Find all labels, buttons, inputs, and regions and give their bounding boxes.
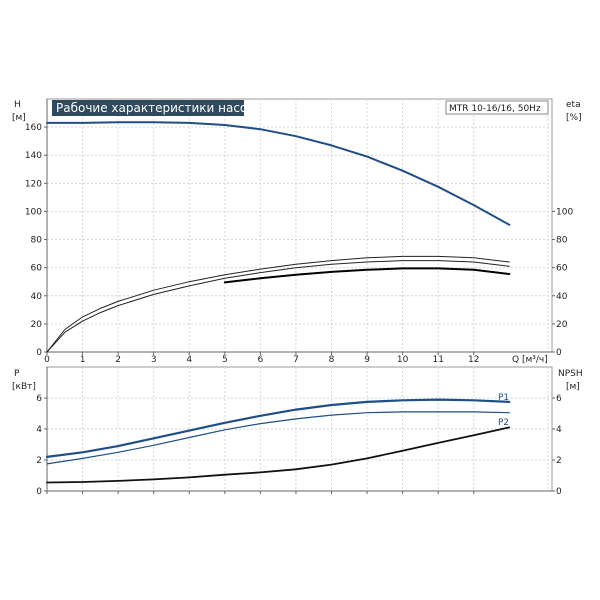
series-label-p2: P2 xyxy=(498,418,509,428)
bottom-series-lines xyxy=(45,398,511,484)
top-y-tick-label: 80 xyxy=(31,236,43,246)
top-grid xyxy=(47,99,552,352)
top-x-tick-label: 9 xyxy=(364,355,370,365)
top-x-tick-label: 8 xyxy=(329,355,335,365)
bottom-series-0-line xyxy=(45,398,511,458)
bottom-y-tick-label: 0 xyxy=(36,487,42,497)
y-right-label-top: eta xyxy=(566,100,581,110)
top-x-tick-label: 6 xyxy=(258,355,264,365)
top-y-tick-label: 140 xyxy=(25,151,42,161)
top-x-tick-label: 3 xyxy=(151,355,157,365)
bottom-y-right-tick-label: 0 xyxy=(556,487,562,497)
y-right-label-bottom: NPSH xyxy=(558,369,583,379)
bottom-y-right-tick-label: 6 xyxy=(556,394,562,404)
top-y-tick-label: 20 xyxy=(31,320,43,330)
y-left-label-top: H xyxy=(14,100,21,110)
series-label-p1: P1 xyxy=(498,393,509,403)
bottom-y-right-tick-label: 2 xyxy=(556,456,562,466)
power-npsh-chart: 0 2 4 6 0 2 4 6 P [кВт] NPSH [м] P1 P2 xyxy=(12,366,583,497)
bottom-y-tick-label: 6 xyxy=(36,394,42,404)
top-y-tick-label: 40 xyxy=(31,292,43,302)
y-right-unit-bottom: [м] xyxy=(566,382,580,392)
y-left-label-bottom: P xyxy=(14,369,20,379)
top-y-right-tick-label: 100 xyxy=(556,207,573,217)
top-y-tick-label: 160 xyxy=(25,123,42,133)
top-series-lines xyxy=(46,121,511,353)
top-x-tick-label: 4 xyxy=(186,355,192,365)
bottom-y-right-tick-label: 4 xyxy=(556,425,562,435)
top-x-tick-label: 2 xyxy=(115,355,121,365)
bottom-series-1-line xyxy=(46,411,510,465)
y-right-unit-top: [%] xyxy=(566,113,582,123)
top-y-tick-label: 100 xyxy=(25,207,42,217)
top-x-tick-label: 5 xyxy=(222,355,228,365)
top-x-tick-label: 10 xyxy=(397,355,409,365)
top-y-right-tick-label: 60 xyxy=(556,264,568,274)
x-axis-label: Q [м³/ч] xyxy=(512,355,548,365)
top-y-right-tick-label: 20 xyxy=(556,320,568,330)
model-label-box xyxy=(445,100,549,115)
top-x-tick-label: 1 xyxy=(80,355,86,365)
top-y-tick-label: 60 xyxy=(31,264,43,274)
top-x-tick-label: 7 xyxy=(293,355,299,365)
top-x-tick-label: 11 xyxy=(432,355,443,365)
top-series-2-line xyxy=(46,255,510,353)
model-label: MTR 10-16/16, 50Hz xyxy=(449,104,541,114)
bottom-tick-labels: 0 2 4 6 0 2 4 6 xyxy=(36,394,562,497)
top-y-right-tick-label: 80 xyxy=(556,236,568,246)
chart-title: Рабочие характеристики насоса xyxy=(56,101,261,115)
bottom-series-2-line xyxy=(46,426,511,484)
top-axes xyxy=(44,99,555,355)
top-y-tick-label: 120 xyxy=(25,179,42,189)
top-y-right-tick-label: 0 xyxy=(556,348,562,358)
y-left-unit-top: [м] xyxy=(12,113,26,123)
top-y-tick-label: 0 xyxy=(36,348,42,358)
top-series-1-line xyxy=(46,260,510,353)
bottom-grid xyxy=(47,367,552,491)
bottom-y-tick-label: 4 xyxy=(36,425,42,435)
bottom-y-tick-label: 2 xyxy=(36,456,42,466)
chart-title-box xyxy=(52,100,244,116)
y-left-unit-bottom: [кВт] xyxy=(12,382,36,392)
top-series-3-line xyxy=(223,267,511,284)
top-y-right-tick-label: 40 xyxy=(556,292,568,302)
top-x-tick-label: 0 xyxy=(44,355,50,365)
top-series-0-line xyxy=(46,121,511,226)
top-x-tick-label: 12 xyxy=(468,355,479,365)
bottom-axes xyxy=(44,367,555,494)
